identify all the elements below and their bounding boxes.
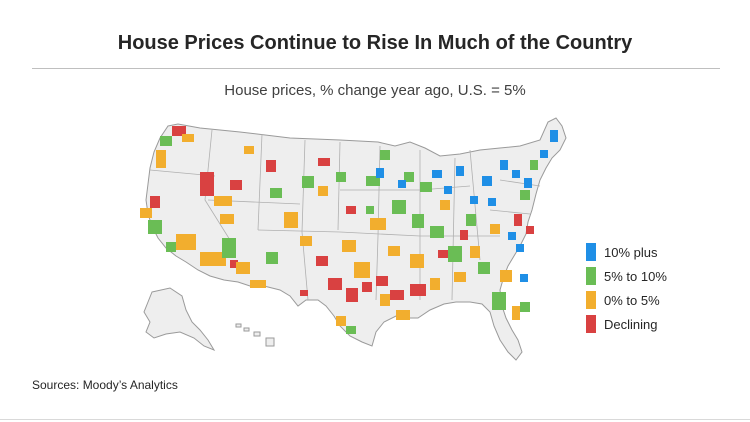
legend: 10% plus 5% to 10% 0% to 5% Declining: [586, 240, 667, 336]
alaska-shape: [143, 287, 216, 352]
hawaii-shape: [235, 323, 275, 347]
state-borders: [149, 129, 541, 301]
legend-swatch: [586, 267, 596, 285]
legend-label: 0% to 5%: [604, 292, 660, 308]
legend-item-0-to-5: 0% to 5%: [586, 288, 667, 312]
legend-item-5-to-10: 5% to 10%: [586, 264, 667, 288]
chart-title: House Prices Continue to Rise In Much of…: [117, 32, 633, 54]
legend-swatch: [586, 243, 596, 261]
title-divider: [32, 68, 720, 69]
bottom-divider: [0, 419, 750, 420]
metro-declining: [150, 126, 534, 302]
legend-label: 10% plus: [604, 244, 658, 260]
us-mainland-shape: [145, 117, 567, 361]
chart-subtitle: House prices, % change year ago, U.S. = …: [224, 82, 526, 99]
source-note: Sources: Moody’s Analytics: [32, 378, 178, 392]
legend-label: 5% to 10%: [604, 268, 667, 284]
metro-5-to-10: [148, 136, 538, 334]
legend-item-declining: Declining: [586, 312, 667, 336]
legend-swatch: [586, 291, 596, 309]
legend-item-10-plus: 10% plus: [586, 240, 667, 264]
legend-label: Declining: [604, 316, 658, 332]
metro-10-plus: [376, 130, 558, 282]
metro-0-to-5: [140, 134, 520, 326]
legend-swatch: [586, 315, 596, 333]
